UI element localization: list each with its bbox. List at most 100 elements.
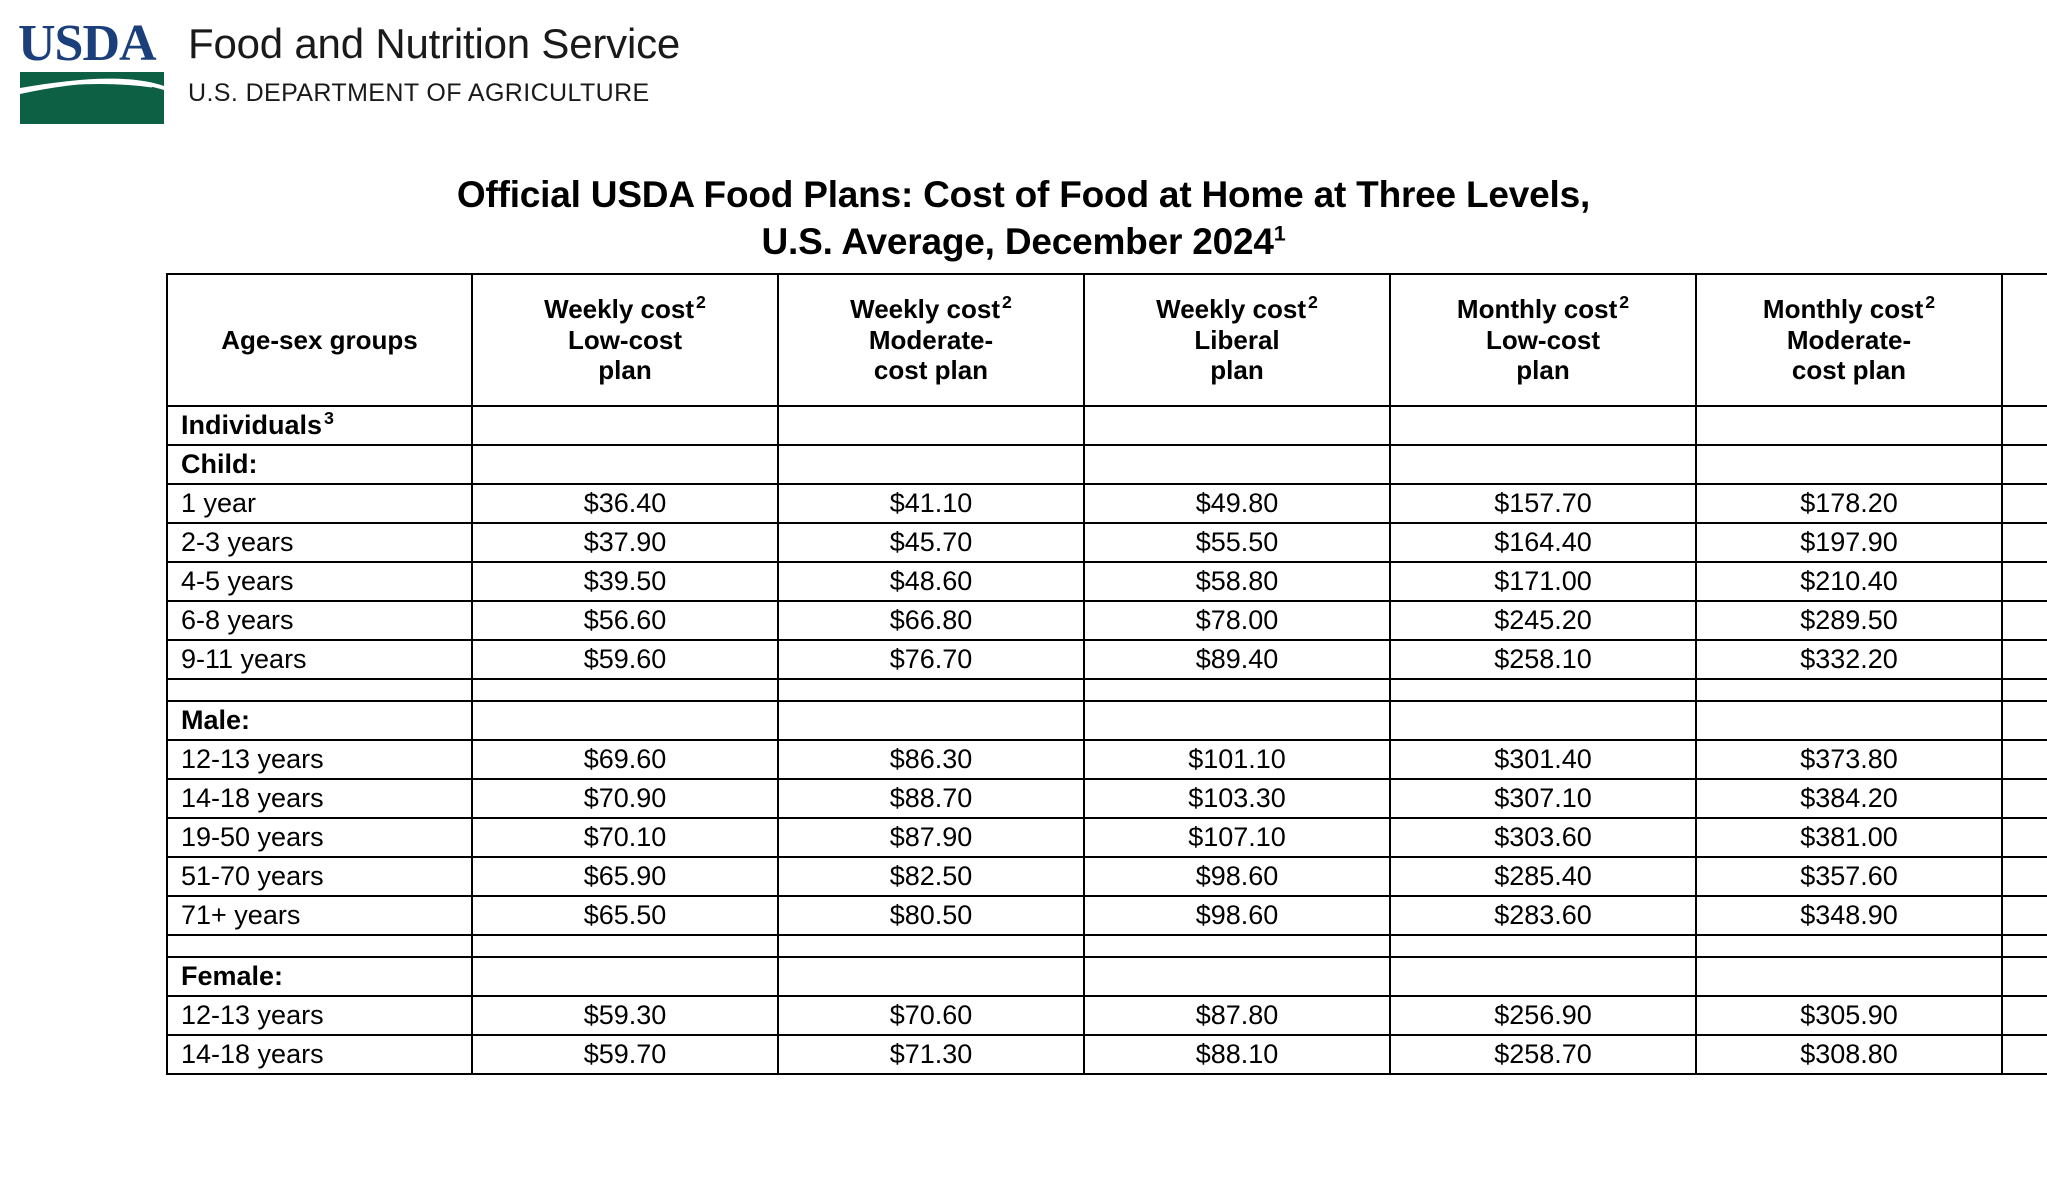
row-label-text: 71+ years xyxy=(181,900,301,930)
column-header-monthly-moderate-cost: Monthly cost 2 Moderate- cost plan xyxy=(1695,273,2003,407)
table-cell-value: $87.90 xyxy=(777,817,1085,858)
row-label-text: Child: xyxy=(181,449,258,479)
table-cell-value: $307.10 xyxy=(1389,778,1697,819)
footnote-marker: 2 xyxy=(1307,292,1318,313)
table-cell-empty xyxy=(1695,678,2003,702)
table-cell-empty xyxy=(2001,934,2047,958)
table-cell-value: $438.20 xyxy=(2001,739,2047,780)
table-cell-empty xyxy=(1389,934,1697,958)
table-cell-value: $70.60 xyxy=(777,995,1085,1036)
table-cell-value: $56.60 xyxy=(471,600,779,641)
table-cell-value: $380.40 xyxy=(2001,995,2047,1036)
table-cell-value: $88.70 xyxy=(777,778,1085,819)
table-cell-value: $65.90 xyxy=(471,856,779,897)
row-label-text: Individuals xyxy=(181,410,323,440)
column-header-monthly-low-cost-l2: Low-cost xyxy=(1485,324,1601,355)
table-cell-empty xyxy=(1083,678,1391,702)
table-cell-empty xyxy=(777,678,1085,702)
table-cell-value xyxy=(2001,405,2047,446)
table-cell-value: $171.00 xyxy=(1389,561,1697,602)
table-cell-value: $381.00 xyxy=(1695,817,2003,858)
table-cell-value: $301.40 xyxy=(1389,739,1697,780)
table-row: 12-13 years $69.60 $86.30 $101.10 $301.40 $37… xyxy=(166,739,2047,780)
column-header-weekly-moderate-cost: Weekly cost 2 Moderate- cost plan xyxy=(777,273,1085,407)
table-cell-value: $101.10 xyxy=(1083,739,1391,780)
table-cell-value: $37.90 xyxy=(471,522,779,563)
table-cell-value: $98.60 xyxy=(1083,856,1391,897)
table-cell-value xyxy=(1083,444,1391,485)
table-cell-value: $210.40 xyxy=(1695,561,2003,602)
row-label-text: 1 year xyxy=(181,488,257,518)
row-label-text: 12-13 years xyxy=(181,1000,324,1030)
section-label: Female: xyxy=(166,956,473,997)
table-cell-value: $49.80 xyxy=(1083,483,1391,524)
row-label: 9-11 years xyxy=(166,639,473,680)
table-cell-value: $384.20 xyxy=(1695,778,2003,819)
column-header-weekly-low-cost-l1: Weekly cost xyxy=(544,293,694,324)
table-cell-value: $45.70 xyxy=(777,522,1085,563)
table-cell-value xyxy=(1695,700,2003,741)
table-cell-value xyxy=(2001,444,2047,485)
table-cell-value: $87.80 xyxy=(1083,995,1391,1036)
table-cell-value: $41.10 xyxy=(777,483,1085,524)
table-cell-value: $427.30 xyxy=(2001,895,2047,936)
table-cell-value: $164.40 xyxy=(1389,522,1697,563)
table-cell-value: $86.30 xyxy=(777,739,1085,780)
table-cell-empty xyxy=(1695,934,2003,958)
table-row-spacer xyxy=(166,678,2047,702)
page-title-line2: U.S. Average, December 20241 xyxy=(0,219,2047,266)
table-cell-empty xyxy=(471,678,779,702)
row-label-text: Female: xyxy=(181,961,284,991)
table-cell-value: $88.10 xyxy=(1083,1034,1391,1075)
table-cell-value: $178.20 xyxy=(1695,483,2003,524)
table-cell-value: $82.50 xyxy=(777,856,1085,897)
table-cell-value: $348.90 xyxy=(1695,895,2003,936)
row-label-text: 14-18 years xyxy=(181,783,324,813)
table-cell-empty xyxy=(777,934,1085,958)
table-cell-value: $36.40 xyxy=(471,483,779,524)
table-cell-value: $338.10 xyxy=(2001,600,2047,641)
table-header-row: Age-sex groups Weekly cost 2 Low-cost pla… xyxy=(166,273,2047,407)
table-cell-value: $256.90 xyxy=(1389,995,1697,1036)
row-label-text: 19-50 years xyxy=(181,822,324,852)
row-label-text: 6-8 years xyxy=(181,605,294,635)
table-cell-empty xyxy=(471,934,779,958)
table-body: Individuals 3 Child: 1 year $36.40 $41.10 $49.… xyxy=(166,405,2047,1075)
table-cell-value: $258.10 xyxy=(1389,639,1697,680)
row-label: 4-5 years xyxy=(166,561,473,602)
column-header-age-sex-groups-label: Age-sex groups xyxy=(221,324,418,355)
column-header-weekly-moderate-cost-l1: Weekly cost xyxy=(850,293,1000,324)
table-row: 12-13 years $59.30 $70.60 $87.80 $256.90 $305… xyxy=(166,995,2047,1036)
table-row: 14-18 years $70.90 $88.70 $103.30 $307.10 $38… xyxy=(166,778,2047,819)
column-header-weekly-low-cost-l2: Low-cost xyxy=(567,324,683,355)
column-header-monthly-low-cost: Monthly cost 2 Low-cost plan xyxy=(1389,273,1697,407)
table-row: 71+ years $65.50 $80.50 $98.60 $283.60 $348.9… xyxy=(166,895,2047,936)
table-cell-value xyxy=(2001,700,2047,741)
table-cell-value: $39.50 xyxy=(471,561,779,602)
column-header-monthly-liberal-l3: plan xyxy=(2003,355,2047,386)
table-row: 51-70 years $65.90 $82.50 $98.60 $285.40 $357… xyxy=(166,856,2047,897)
footnote-marker: 2 xyxy=(1619,292,1630,313)
table-cell-value xyxy=(471,700,779,741)
row-label: 6-8 years xyxy=(166,600,473,641)
table-cell-value: $308.80 xyxy=(1695,1034,2003,1075)
usda-logo: USDA xyxy=(18,16,166,126)
column-header-monthly-low-cost-l1: Monthly cost xyxy=(1456,293,1618,324)
row-label-text: 2-3 years xyxy=(181,527,294,557)
section-label: Male: xyxy=(166,700,473,741)
table-cell-value xyxy=(777,405,1085,446)
row-label-text: 14-18 years xyxy=(181,1039,324,1069)
footnote-marker: 2 xyxy=(695,292,706,313)
table-cell-value xyxy=(777,444,1085,485)
column-header-age-sex-groups: Age-sex groups xyxy=(166,273,473,407)
column-header-monthly-moderate-cost-l2: Moderate- xyxy=(1786,324,1912,355)
table-cell-value: $157.70 xyxy=(1389,483,1697,524)
table-cell-value: $283.60 xyxy=(1389,895,1697,936)
table-cell-value: $197.90 xyxy=(1695,522,2003,563)
table-cell-empty xyxy=(1083,934,1391,958)
table-cell-value: $245.20 xyxy=(1389,600,1697,641)
table-row: 9-11 years $59.60 $76.70 $89.40 $258.10 $332.… xyxy=(166,639,2047,680)
row-label-text: 51-70 years xyxy=(181,861,324,891)
table-cell-value: $103.30 xyxy=(1083,778,1391,819)
column-header-weekly-moderate-cost-l2: Moderate- xyxy=(868,324,994,355)
